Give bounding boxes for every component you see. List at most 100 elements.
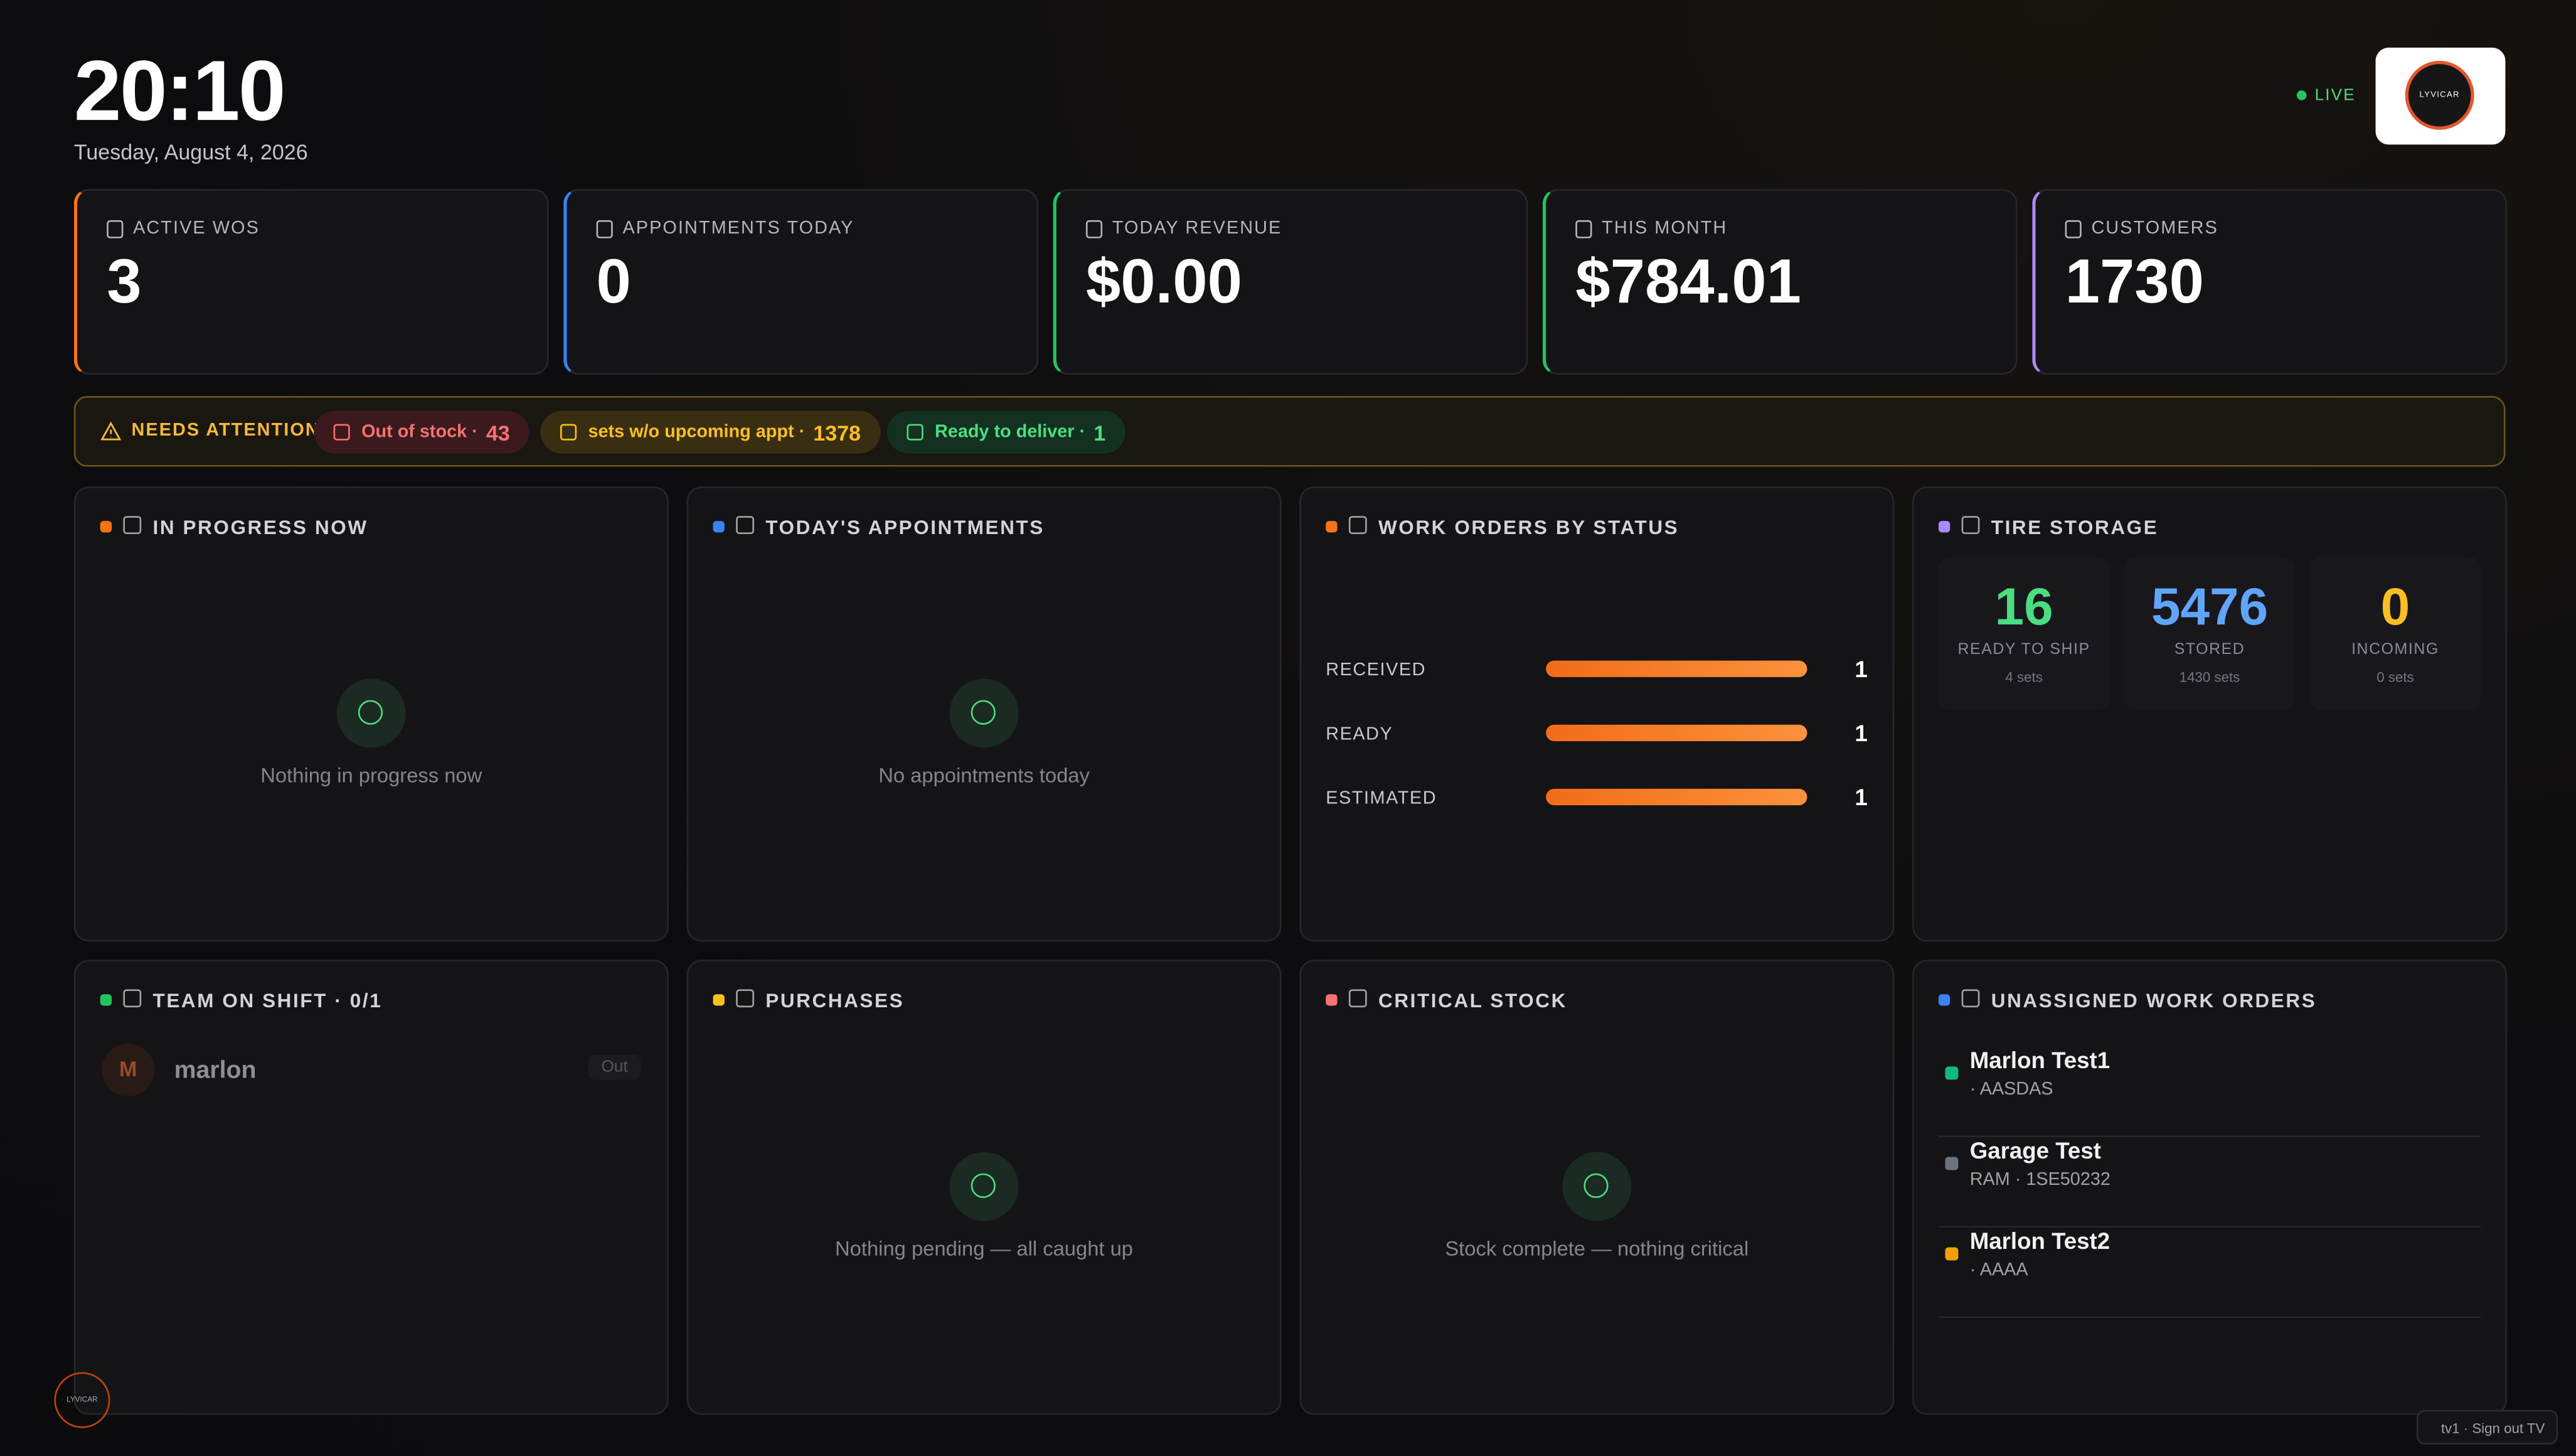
chip-count: 43 bbox=[486, 420, 510, 445]
sign-out-button[interactable]: tv1 · Sign out TV bbox=[2416, 1410, 2558, 1445]
kpi-icon bbox=[2065, 220, 2082, 238]
unassigned-panel: UNASSIGNED WORK ORDERS Marlon Test1 · AASD… bbox=[1912, 960, 2508, 1415]
panel-dot bbox=[100, 994, 112, 1006]
kpi-value: 3 bbox=[107, 248, 142, 318]
critical-panel: CRITICAL STOCK Stock complete — nothing c… bbox=[1299, 960, 1895, 1415]
stat-label: INCOMING bbox=[2351, 641, 2439, 660]
footer-logo: LYVICAR bbox=[54, 1372, 110, 1428]
empty-icon bbox=[949, 678, 1019, 748]
kpi-card: THIS MONTH $784.01 bbox=[1542, 189, 2018, 375]
live-dot bbox=[2296, 90, 2307, 100]
chip-label: sets w/o upcoming appt · bbox=[588, 422, 806, 442]
panel-icon bbox=[1348, 989, 1367, 1008]
kpi-card: CUSTOMERS 1730 bbox=[2032, 189, 2508, 375]
logo-box: LYVICAR bbox=[2375, 47, 2506, 145]
panel-title: PURCHASES bbox=[765, 989, 905, 1013]
panel-dot bbox=[1326, 994, 1338, 1006]
work-order-item: Garage Test RAM · 1SE50232 bbox=[1938, 1137, 2481, 1228]
check-circle bbox=[1583, 1173, 1609, 1198]
date: Tuesday, August 4, 2026 bbox=[73, 139, 308, 164]
chip-icon bbox=[907, 424, 923, 441]
panel-icon bbox=[736, 989, 754, 1008]
member-status: Out bbox=[588, 1055, 641, 1080]
attention-title: NEEDS ATTENTION bbox=[131, 420, 320, 441]
kpi-value: 1730 bbox=[2065, 248, 2205, 318]
work-order-detail: RAM · 1SE50232 bbox=[1969, 1170, 2110, 1190]
empty-icon bbox=[336, 678, 406, 748]
live-label: LIVE bbox=[2314, 87, 2356, 105]
kpi-icon bbox=[1085, 220, 1103, 238]
in-progress-panel: IN PROGRESS NOW Nothing in progress now bbox=[73, 486, 669, 942]
empty-icon bbox=[949, 1152, 1019, 1221]
status-value: 1 bbox=[1855, 784, 1868, 810]
panel-title: TEAM ON SHIFT · 0/1 bbox=[152, 989, 383, 1013]
work-order-name: Garage Test bbox=[1969, 1137, 2101, 1164]
status-label: READY bbox=[1326, 724, 1393, 745]
attention-chip: sets w/o upcoming appt · 1378 bbox=[540, 410, 881, 454]
panel-icon bbox=[1961, 516, 1980, 535]
panel-dot bbox=[713, 994, 725, 1006]
check-circle bbox=[358, 700, 383, 725]
kpi-label: THIS MONTH bbox=[1602, 218, 1728, 238]
status-bar bbox=[1546, 788, 1807, 806]
stat-value: 0 bbox=[2380, 577, 2410, 636]
member-name: marlon bbox=[174, 1056, 257, 1085]
kpi-value: 0 bbox=[596, 248, 631, 318]
status-bar bbox=[1546, 724, 1807, 741]
panel-icon bbox=[736, 516, 754, 535]
empty-icon bbox=[1562, 1152, 1632, 1221]
status-label: ESTIMATED bbox=[1326, 788, 1437, 809]
kpi-label: CUSTOMERS bbox=[2091, 218, 2218, 238]
check-circle bbox=[971, 1173, 996, 1198]
panel-title: UNASSIGNED WORK ORDERS bbox=[1991, 989, 2317, 1013]
purchases-panel: PURCHASES Nothing pending — all caught up bbox=[686, 960, 1282, 1415]
appointments-panel: TODAY'S APPOINTMENTS No appointments toda… bbox=[686, 486, 1282, 942]
panel-icon bbox=[123, 989, 142, 1008]
kpi-icon bbox=[107, 220, 124, 238]
work-order-item: Marlon Test2 · AAAA bbox=[1938, 1228, 2481, 1319]
storage-stat: 5476 STORED 1430 sets bbox=[2124, 557, 2296, 710]
warning-icon bbox=[100, 421, 122, 441]
status-value: 1 bbox=[1855, 655, 1868, 682]
stat-sub: 1430 sets bbox=[2179, 668, 2240, 685]
chip-label: Ready to deliver · bbox=[934, 422, 1086, 442]
panel-icon bbox=[1348, 516, 1367, 535]
clock: 20:10 bbox=[73, 44, 286, 140]
status-value: 1 bbox=[1855, 719, 1868, 746]
attention-chip: Out of stock · 43 bbox=[314, 410, 530, 454]
work-order-name: Marlon Test2 bbox=[1969, 1228, 2110, 1254]
empty-message: No appointments today bbox=[878, 764, 1090, 788]
work-order-item: Marlon Test1 · AASDAS bbox=[1938, 1046, 2481, 1138]
chip-icon bbox=[333, 424, 350, 441]
empty-message: Stock complete — nothing critical bbox=[1445, 1237, 1749, 1261]
stat-value: 5476 bbox=[2151, 577, 2269, 636]
sign-out-label: tv1 · Sign out TV bbox=[2440, 1420, 2545, 1437]
storage-stat: 16 READY TO SHIP 4 sets bbox=[1938, 557, 2110, 710]
chip-count: 1378 bbox=[813, 420, 861, 445]
stat-label: READY TO SHIP bbox=[1957, 641, 2090, 660]
panel-title: TIRE STORAGE bbox=[1991, 516, 2159, 539]
work-order-name: Marlon Test1 bbox=[1969, 1046, 2110, 1073]
panel-title: IN PROGRESS NOW bbox=[152, 516, 368, 539]
kpi-value: $784.01 bbox=[1575, 248, 1801, 318]
panel-title: TODAY'S APPOINTMENTS bbox=[765, 516, 1045, 539]
panel-dot bbox=[1938, 521, 1951, 533]
check-circle bbox=[971, 700, 996, 725]
empty-message: Nothing in progress now bbox=[260, 764, 482, 788]
panel-title: CRITICAL STOCK bbox=[1378, 989, 1567, 1013]
panel-dot bbox=[1938, 994, 1951, 1006]
kpi-label: TODAY REVENUE bbox=[1112, 218, 1282, 238]
kpi-icon bbox=[1575, 220, 1592, 238]
panel-title: WORK ORDERS BY STATUS bbox=[1378, 516, 1679, 539]
status-dot bbox=[1945, 1247, 1959, 1261]
stat-label: STORED bbox=[2174, 641, 2245, 660]
panel-icon bbox=[1961, 989, 1980, 1008]
chip-label: Out of stock · bbox=[361, 422, 478, 442]
work-order-detail: · AAAA bbox=[1969, 1260, 2028, 1280]
panel-dot bbox=[1326, 521, 1338, 533]
attention-bar: NEEDS ATTENTION Out of stock · 43 sets w/o… bbox=[73, 396, 2506, 467]
panel-dot bbox=[100, 521, 112, 533]
